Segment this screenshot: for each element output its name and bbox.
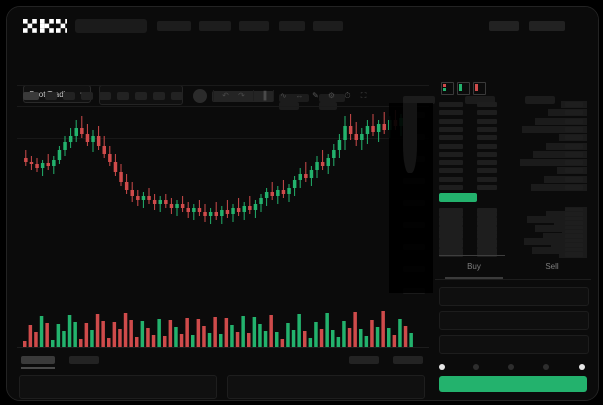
top-navigation-bar (7, 7, 598, 41)
percent-slider[interactable] (439, 362, 587, 372)
amount-input[interactable] (439, 311, 589, 330)
orderbook-ask-row[interactable] (435, 134, 591, 142)
search-input[interactable] (75, 19, 147, 33)
orderbook-bid-row[interactable] (435, 237, 591, 245)
nav-item-3[interactable] (239, 21, 269, 31)
price-input[interactable] (439, 287, 589, 306)
stat-24h-turnover (465, 96, 495, 104)
trade-form-tabs: Buy Sell (435, 259, 591, 280)
orders-tabbar (19, 352, 429, 370)
interval-chip-5[interactable] (99, 92, 111, 100)
panel-orders-right[interactable] (227, 375, 425, 399)
orderbook-view-asks-icon[interactable] (473, 82, 486, 95)
orderbook-ask-row[interactable] (435, 159, 591, 167)
stat-last-price (279, 94, 309, 102)
orderbook-ask-row[interactable] (435, 175, 591, 183)
orderbook-ask-row[interactable] (435, 150, 591, 158)
orderbook-bid-row[interactable] (435, 246, 591, 254)
percent-dot-75[interactable] (543, 364, 549, 370)
orderbook-and-trade-panel: Buy Sell (435, 79, 591, 397)
tab-sell[interactable]: Sell (545, 262, 559, 271)
nav-item-5[interactable] (313, 21, 343, 31)
interval-chip-4[interactable] (81, 92, 93, 100)
interval-chip-8[interactable] (153, 92, 165, 100)
alert-icon[interactable]: ⏱ (344, 91, 351, 100)
interval-chip-2[interactable] (45, 92, 57, 100)
pair-coin-avatar (193, 89, 207, 103)
percent-dot-50[interactable] (508, 364, 514, 370)
orderbook-ask-row[interactable] (435, 125, 591, 133)
submit-buy-button[interactable] (439, 376, 587, 392)
orderbook-bid-row[interactable] (435, 224, 591, 232)
orderbook-bid-row[interactable] (435, 207, 591, 214)
orderbook-bid-row[interactable] (435, 211, 591, 219)
chart-toolbar: ↶ ↷ ▐ ∿ ↔ ✎ ⚙ ⏱ ⛶ (17, 85, 429, 107)
tab-trade-history[interactable] (349, 356, 379, 364)
nav-item-1[interactable] (157, 21, 191, 31)
nav-item-2[interactable] (199, 21, 231, 31)
tab-open-orders[interactable] (21, 356, 55, 364)
price-chart[interactable] (17, 106, 429, 306)
orderbook-bid-row[interactable] (435, 251, 591, 258)
nav-item-7[interactable] (529, 21, 565, 31)
indicator-icon[interactable]: ∿ (280, 91, 287, 100)
redo-icon[interactable]: ↷ (238, 91, 245, 100)
orderbook-ask-row[interactable] (435, 117, 591, 125)
tab-buy[interactable]: Buy (467, 262, 481, 271)
orderbook-bid-row[interactable] (435, 215, 591, 223)
stat-24h-volume (403, 96, 435, 104)
candlestick-series (24, 108, 414, 224)
orderbook-ask-row[interactable] (435, 101, 591, 108)
market-subbar: Spot Trading ▼ (7, 41, 598, 110)
interval-chip-3[interactable] (63, 92, 75, 100)
tab-order-history[interactable] (69, 356, 99, 364)
interval-chip-7[interactable] (135, 92, 147, 100)
tab-funds[interactable] (393, 356, 423, 364)
okx-logo-icon[interactable] (23, 19, 67, 33)
interval-chip-6[interactable] (117, 92, 129, 100)
orderbook-bid-row[interactable] (435, 220, 591, 228)
orderbook-view-controls (435, 79, 591, 97)
panel-orders-left[interactable] (19, 375, 217, 399)
chart-overlay-shape (403, 103, 417, 173)
orderbook-bid-row[interactable] (435, 233, 591, 241)
pair-name-label (212, 91, 274, 102)
orderbook-bid-row[interactable] (435, 242, 591, 250)
orderbook-view-both-icon[interactable] (441, 82, 454, 95)
orderbook-ask-row[interactable] (435, 167, 591, 175)
compare-icon[interactable]: ↔ (295, 91, 304, 100)
screen-bezel: Spot Trading ▼ (6, 6, 599, 401)
interval-chip-active[interactable] (23, 92, 39, 100)
volume-histogram (17, 311, 429, 348)
fullscreen-icon[interactable]: ⛶ (360, 91, 367, 100)
orderbook-bid-row[interactable] (435, 229, 591, 236)
nav-item-4[interactable] (279, 21, 305, 31)
stat-extra (525, 96, 555, 104)
orderbook-ask-row[interactable] (435, 109, 591, 117)
percent-dot-25[interactable] (473, 364, 479, 370)
orderbook-ask-row[interactable] (435, 142, 591, 150)
undo-icon[interactable]: ↶ (222, 91, 229, 100)
orderbook-ask-row[interactable] (435, 184, 591, 191)
settings-icon[interactable]: ⚙ (327, 91, 336, 100)
orderbook-divider (439, 255, 505, 256)
orderbook-spread-highlight (439, 193, 477, 202)
percent-dot-0[interactable] (439, 364, 445, 370)
percent-dot-100[interactable] (579, 364, 585, 370)
orders-panels (19, 375, 429, 399)
stat-24h-high (319, 94, 345, 102)
interval-chip-9[interactable] (171, 92, 183, 100)
nav-item-6[interactable] (489, 21, 519, 31)
orderbook-view-bids-icon[interactable] (457, 82, 470, 95)
app-screen: Spot Trading ▼ (7, 7, 598, 400)
draw-icon[interactable]: ✎ (312, 91, 319, 100)
total-input[interactable] (439, 335, 589, 354)
candle-type-icon[interactable]: ▐ (260, 91, 267, 100)
